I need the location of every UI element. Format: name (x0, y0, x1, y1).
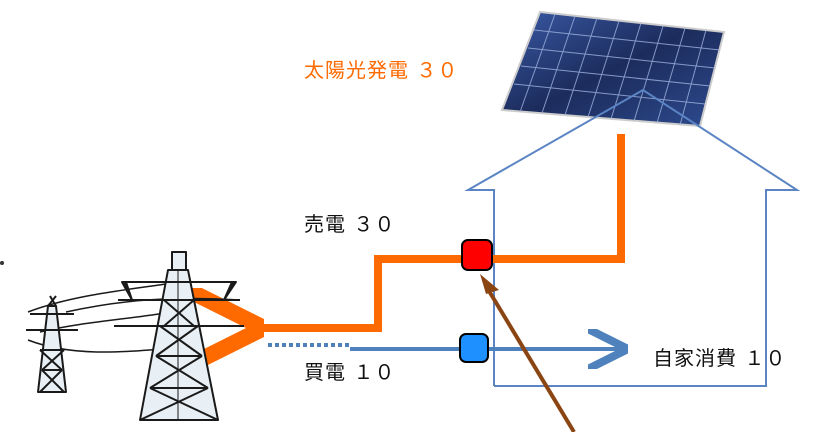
sell-flow-line (248, 134, 625, 328)
buy-meter (459, 333, 489, 363)
transmission-tower-icon (26, 251, 244, 421)
solar-panel-icon (500, 10, 726, 128)
self-consumption-label: 自家消費 １０ (653, 346, 787, 370)
sell-meter (461, 239, 493, 271)
solar-generation-label: 太陽光発電 ３０ (304, 58, 459, 82)
buy-electricity-label: 買電 １０ (304, 360, 396, 384)
house-outline (464, 88, 801, 387)
edge-dot (0, 261, 4, 265)
sell-electricity-label: 売電 ３０ (304, 212, 396, 236)
meter-pointer-arrowhead (480, 274, 499, 294)
meter-pointer-arrow (484, 284, 576, 432)
